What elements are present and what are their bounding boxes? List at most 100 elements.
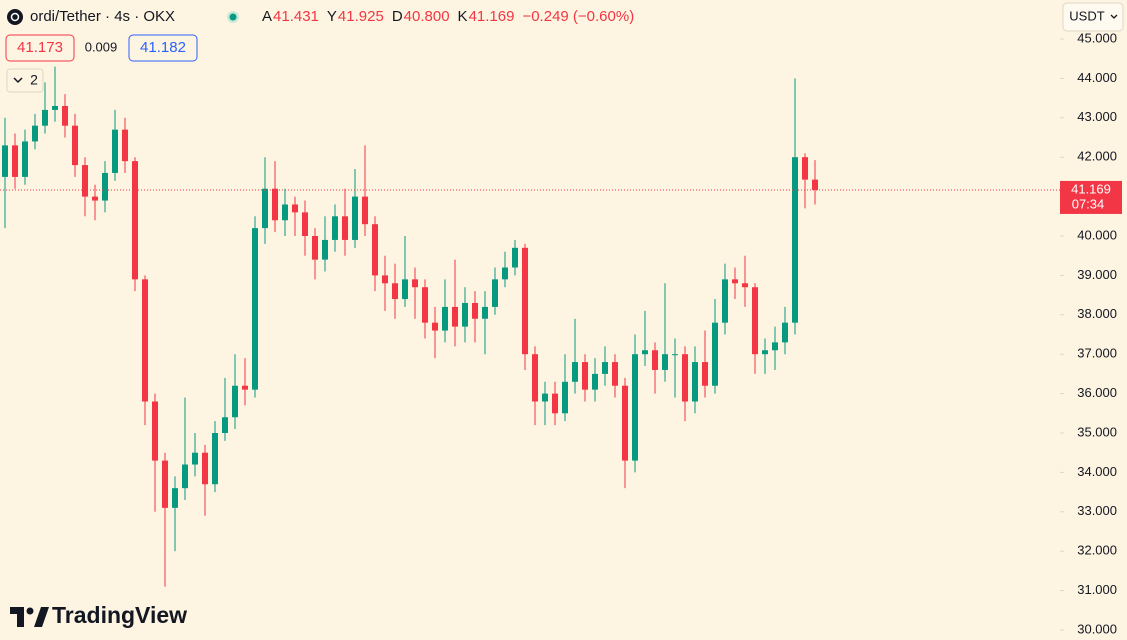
candle-body <box>352 196 358 240</box>
candle-body <box>722 279 728 323</box>
candle-body <box>662 354 668 370</box>
countdown: 07:34 <box>1072 196 1105 211</box>
y-tick-label: 34.000 <box>1077 464 1117 479</box>
candle-body <box>22 141 28 177</box>
candle-body <box>612 362 618 386</box>
candle-body <box>752 287 758 355</box>
candle-body <box>232 385 238 418</box>
candle-body <box>112 129 118 173</box>
candle-body <box>432 322 438 331</box>
y-tick-label: 37.000 <box>1077 346 1117 361</box>
brand-logo <box>10 607 49 627</box>
candle-body <box>372 224 378 276</box>
candle-body <box>162 460 168 508</box>
candle-body <box>622 385 628 461</box>
candle-body <box>12 145 18 177</box>
candle-body <box>552 393 558 414</box>
candle-body <box>682 354 688 402</box>
currency-button[interactable] <box>1062 2 1124 32</box>
candle-body <box>572 362 578 382</box>
candle-body <box>802 157 808 180</box>
chevron <box>13 77 23 84</box>
candle-body <box>272 188 278 221</box>
y-tick-label: 30.000 <box>1077 621 1117 636</box>
candle-body <box>742 283 748 288</box>
candle-body <box>62 105 68 126</box>
candle-body <box>522 247 528 355</box>
candle-body <box>632 354 638 461</box>
candle-body <box>732 279 738 284</box>
candle-body <box>292 204 298 213</box>
candle-body <box>262 188 268 229</box>
candle-body <box>302 212 308 236</box>
indicator-toggle[interactable] <box>6 68 44 93</box>
y-tick-label: 44.000 <box>1077 70 1117 85</box>
y-tick-label: 32.000 <box>1077 543 1117 558</box>
ask[interactable]: 41.182 <box>140 39 186 56</box>
y-tick-label: 43.000 <box>1077 109 1117 124</box>
candle-body <box>562 381 568 414</box>
candle-body <box>652 350 658 370</box>
y-tick-label: 36.000 <box>1077 385 1117 400</box>
candle-body <box>782 322 788 343</box>
status-dot <box>229 13 237 21</box>
legend-value: 41.925 <box>338 8 384 25</box>
legend-label: A <box>262 8 272 25</box>
currency[interactable]: USDT <box>1069 8 1104 23</box>
candle-body <box>122 129 128 162</box>
candle-body <box>202 452 208 485</box>
candle-body <box>692 362 698 402</box>
legend-label: K <box>458 8 468 25</box>
y-tick-label: 35.000 <box>1077 424 1117 439</box>
candle-body <box>712 322 718 386</box>
candle-body <box>212 433 218 485</box>
candle-body <box>332 216 338 240</box>
candle-body <box>772 342 778 351</box>
symbol-icon <box>7 9 23 25</box>
legend-label: Y <box>327 8 337 25</box>
indicator-count[interactable]: 2 <box>30 72 38 88</box>
candle-body <box>812 179 818 190</box>
legend-label: D <box>392 8 403 25</box>
candle-body <box>72 125 78 166</box>
candle-body <box>172 488 178 508</box>
legend-value: 40.800 <box>404 8 450 25</box>
candle-body <box>642 350 648 355</box>
candle-body <box>482 306 488 319</box>
last-price-label: 41.169 <box>1071 181 1111 196</box>
candle-body <box>762 350 768 355</box>
candle-body <box>442 306 448 331</box>
candle-body <box>452 306 458 327</box>
y-tick-label: 45.000 <box>1077 30 1117 45</box>
candle-body <box>252 228 258 390</box>
candle-body <box>82 165 88 197</box>
candle-body <box>672 354 678 356</box>
candle-body <box>222 417 228 433</box>
y-tick-label: 33.000 <box>1077 503 1117 518</box>
candle-body <box>532 354 538 402</box>
candle-body <box>242 385 248 390</box>
brand: TradingView <box>52 602 187 628</box>
ask-box[interactable] <box>128 34 198 62</box>
y-tick-label: 39.000 <box>1077 267 1117 282</box>
y-tick-label: 42.000 <box>1077 149 1117 164</box>
candle-body <box>2 145 8 177</box>
candle-body <box>52 105 58 110</box>
candle-body <box>542 393 548 402</box>
candle-body <box>702 362 708 386</box>
y-tick-label: 31.000 <box>1077 582 1117 597</box>
bid[interactable]: 41.173 <box>17 39 63 56</box>
legend-value: 41.431 <box>273 8 319 25</box>
candle-body <box>342 216 348 240</box>
candle-body <box>602 362 608 374</box>
candle-body <box>502 267 508 280</box>
legend-value: 41.169 <box>469 8 515 25</box>
y-tick-label: 38.000 <box>1077 306 1117 321</box>
last-price-box <box>1060 180 1122 214</box>
bid-box[interactable] <box>5 34 75 62</box>
candle-body <box>282 204 288 221</box>
y-tick-label: 40.000 <box>1077 227 1117 242</box>
candle-body <box>412 279 418 288</box>
